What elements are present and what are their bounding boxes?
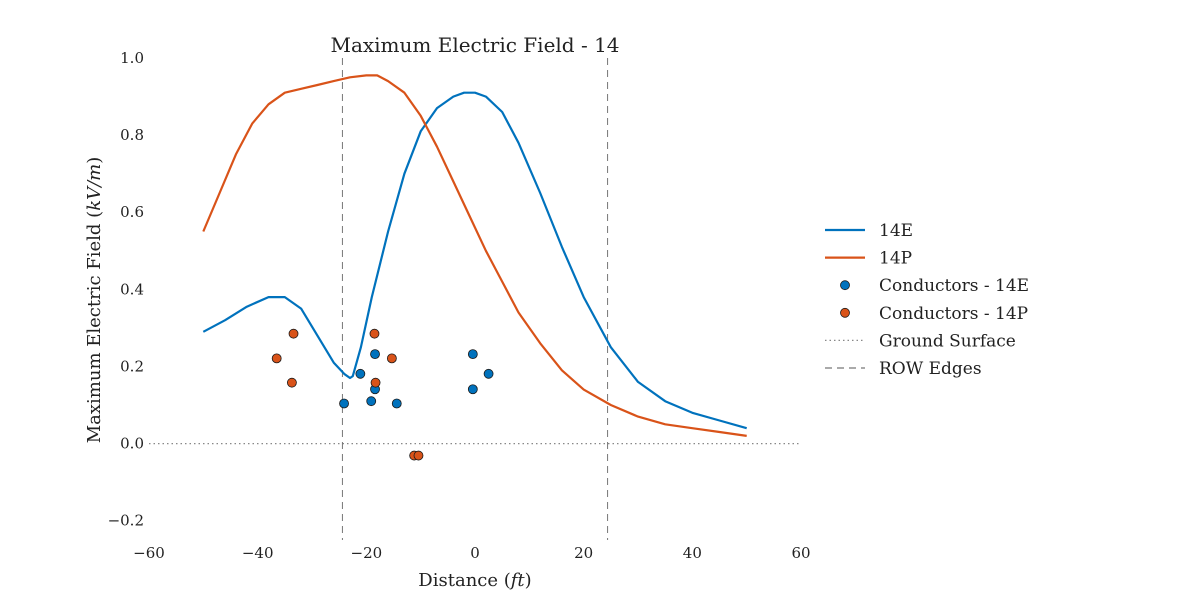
- chart-title: Maximum Electric Field - 14: [330, 33, 619, 57]
- conductor-point: [286, 377, 297, 388]
- legend-label: 14E: [879, 221, 913, 241]
- conductor-point: [339, 398, 349, 409]
- axes: −60 −40 −20 0 20 40 60 −0.2 0.0 0.2 0.4 0.6 0.8 1.0: [108, 49, 811, 562]
- legend-label: 14P: [879, 249, 912, 269]
- conductor-point: [370, 377, 381, 388]
- conductor-point: [467, 384, 478, 395]
- y-tick-label: 0.8: [120, 126, 144, 144]
- series-line-14e: [202, 91, 747, 430]
- conductor-point: [370, 349, 380, 360]
- y-tick-label: 0.4: [120, 280, 144, 298]
- conductor-point: [288, 328, 299, 339]
- conductor-point: [366, 396, 377, 407]
- legend-swatch-marker: [840, 280, 850, 291]
- x-axis-label: Distance (ft): [418, 570, 531, 591]
- y-axis-label: Maximum Electric Field (kV/m): [84, 157, 105, 444]
- y-tick-label: 0.2: [120, 357, 144, 375]
- conductor-point: [271, 353, 282, 364]
- x-tick-label: 20: [574, 544, 593, 562]
- legend-label: Ground Surface: [879, 331, 1016, 351]
- x-tick-label: 0: [470, 544, 480, 562]
- x-tick-label: −40: [242, 544, 274, 562]
- plot-area: [149, 58, 801, 540]
- y-tick-label: 0.0: [120, 435, 144, 453]
- conductor-point: [386, 353, 397, 364]
- x-tick-label: −20: [351, 544, 383, 562]
- conductor-point: [369, 328, 380, 339]
- conductor-point: [467, 349, 478, 360]
- y-tick-label: 0.6: [120, 203, 144, 221]
- conductor-point: [413, 450, 424, 461]
- legend: 14E 14P Conductors - 14E Conductors - 14P Gr…: [825, 221, 1029, 379]
- conductor-point: [355, 368, 366, 379]
- legend-label: ROW Edges: [879, 359, 982, 379]
- y-tick-label: −0.2: [108, 512, 144, 530]
- y-tick-label: 1.0: [120, 49, 144, 67]
- series-line-14p: [202, 74, 747, 437]
- x-tick-label: −60: [133, 544, 165, 562]
- conductor-point: [483, 368, 494, 379]
- x-tick-label: 60: [791, 544, 810, 562]
- conductor-point: [391, 398, 402, 409]
- legend-swatch-marker: [840, 307, 850, 318]
- legend-label: Conductors - 14E: [879, 276, 1029, 296]
- legend-label: Conductors - 14P: [879, 304, 1028, 324]
- x-tick-label: 40: [683, 544, 702, 562]
